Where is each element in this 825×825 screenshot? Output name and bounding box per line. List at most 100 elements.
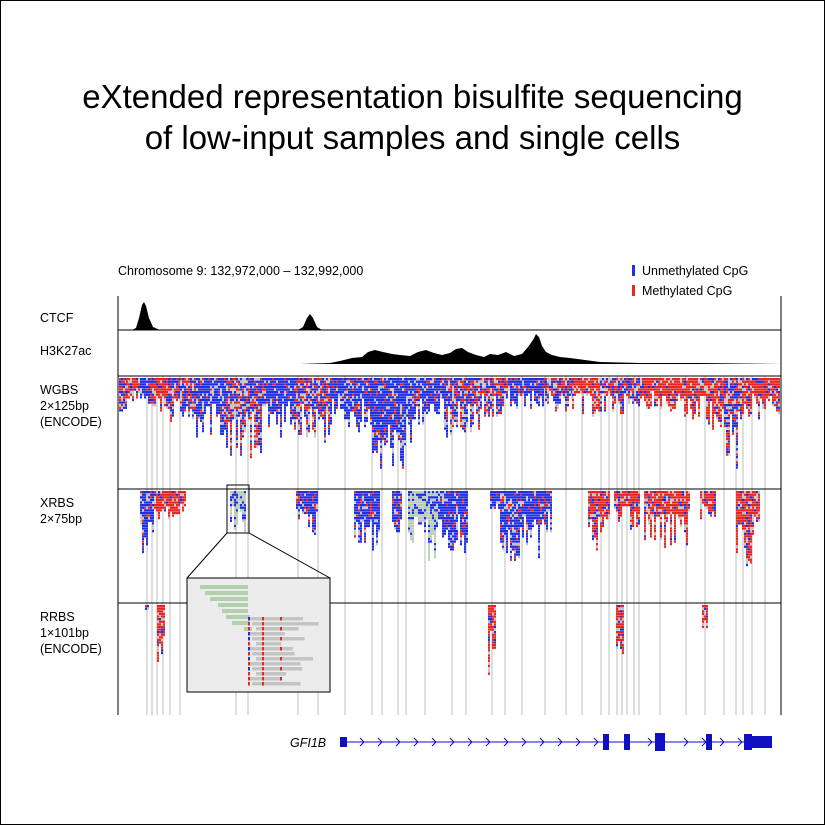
methylation-call xyxy=(496,401,498,404)
methylation-call xyxy=(754,383,756,386)
methylation-call xyxy=(260,385,262,389)
methylation-call xyxy=(344,383,346,386)
methylation-call xyxy=(146,383,148,386)
methylation-call xyxy=(728,450,730,454)
methylation-call xyxy=(178,504,180,507)
methylation-call xyxy=(234,391,236,394)
methylation-call xyxy=(364,385,366,389)
methylation-call xyxy=(316,398,318,402)
methylation-call xyxy=(630,378,632,381)
methylation-call xyxy=(730,388,732,391)
methylation-call xyxy=(718,404,720,407)
methylation-call xyxy=(250,385,252,389)
methylation-call xyxy=(728,404,730,407)
methylation-call xyxy=(236,378,238,381)
methylation-call xyxy=(374,409,376,412)
methylation-call xyxy=(378,424,380,428)
methylation-call xyxy=(424,388,426,391)
methylation-call xyxy=(372,401,374,404)
methylation-call xyxy=(436,401,438,404)
methylation-call xyxy=(778,409,780,412)
methylation-call xyxy=(376,393,378,396)
methylation-call xyxy=(436,404,438,407)
methylation-call xyxy=(708,398,710,402)
methylation-call xyxy=(248,401,250,404)
methylation-call xyxy=(316,396,318,399)
methylation-call xyxy=(530,388,532,391)
methylation-call xyxy=(610,393,612,396)
methylation-call xyxy=(563,388,565,391)
methylation-call xyxy=(158,388,160,391)
methylation-call xyxy=(364,422,366,425)
methylation-call xyxy=(148,506,150,509)
methylation-call xyxy=(390,440,392,443)
methylation-call xyxy=(512,388,514,391)
methylation-call xyxy=(652,380,654,383)
methylation-call xyxy=(280,380,282,383)
methylation-call xyxy=(726,430,728,433)
methylation-call xyxy=(254,443,256,446)
methylation-call xyxy=(302,391,304,394)
methylation-call xyxy=(348,380,350,383)
methylation-call xyxy=(418,422,420,425)
methylation-call xyxy=(172,504,174,507)
methylation-call xyxy=(142,550,144,554)
methylation-call xyxy=(216,383,218,386)
methylation-call xyxy=(422,398,424,402)
methylation-call xyxy=(576,380,578,383)
methylation-call xyxy=(738,409,740,412)
methylation-call xyxy=(378,435,380,438)
methylation-call xyxy=(196,388,198,391)
methylation-call xyxy=(180,391,182,394)
methylation-call xyxy=(470,417,472,420)
methylation-call xyxy=(154,383,156,386)
methylation-call xyxy=(514,380,516,383)
methylation-call xyxy=(378,422,380,425)
methylation-call xyxy=(382,398,384,402)
methylation-call xyxy=(202,430,204,433)
methylation-call xyxy=(222,422,224,425)
methylation-call xyxy=(156,380,158,383)
methylation-call xyxy=(551,393,553,396)
methylation-call xyxy=(464,411,466,415)
methylation-call xyxy=(646,391,648,394)
methylation-call xyxy=(200,385,202,389)
methylation-call xyxy=(404,443,406,446)
methylation-call xyxy=(196,401,198,404)
methylation-call xyxy=(158,517,160,520)
methylation-call xyxy=(434,391,436,394)
methylation-call xyxy=(478,424,480,428)
methylation-call xyxy=(502,380,504,383)
methylation-call xyxy=(526,391,528,394)
methylation-call xyxy=(660,393,662,396)
methylation-call xyxy=(342,385,344,389)
methylation-call xyxy=(310,378,312,381)
methylation-call xyxy=(494,391,496,394)
methylation-call xyxy=(532,385,534,389)
methylation-call xyxy=(622,398,624,402)
methylation-call xyxy=(708,406,710,409)
methylation-call xyxy=(146,537,148,541)
methylation-call xyxy=(318,414,320,417)
methylation-call xyxy=(400,419,402,422)
methylation-call xyxy=(744,388,746,391)
methylation-call xyxy=(276,385,278,389)
methylation-call xyxy=(226,378,228,381)
methylation-call xyxy=(400,391,402,394)
methylation-call xyxy=(594,411,596,415)
methylation-call xyxy=(312,424,314,428)
methylation-call xyxy=(270,406,272,409)
methylation-call xyxy=(565,401,567,404)
methylation-call xyxy=(190,401,192,404)
methylation-call xyxy=(262,404,264,407)
methylation-call xyxy=(642,385,644,389)
methylation-call xyxy=(234,409,236,412)
methylation-call xyxy=(216,391,218,394)
methylation-call xyxy=(306,406,308,409)
methylation-call xyxy=(714,396,716,399)
methylation-call xyxy=(720,380,722,383)
methylation-call xyxy=(372,430,374,433)
methylation-call xyxy=(398,388,400,391)
methylation-call xyxy=(224,409,226,412)
methylation-call xyxy=(123,406,125,409)
